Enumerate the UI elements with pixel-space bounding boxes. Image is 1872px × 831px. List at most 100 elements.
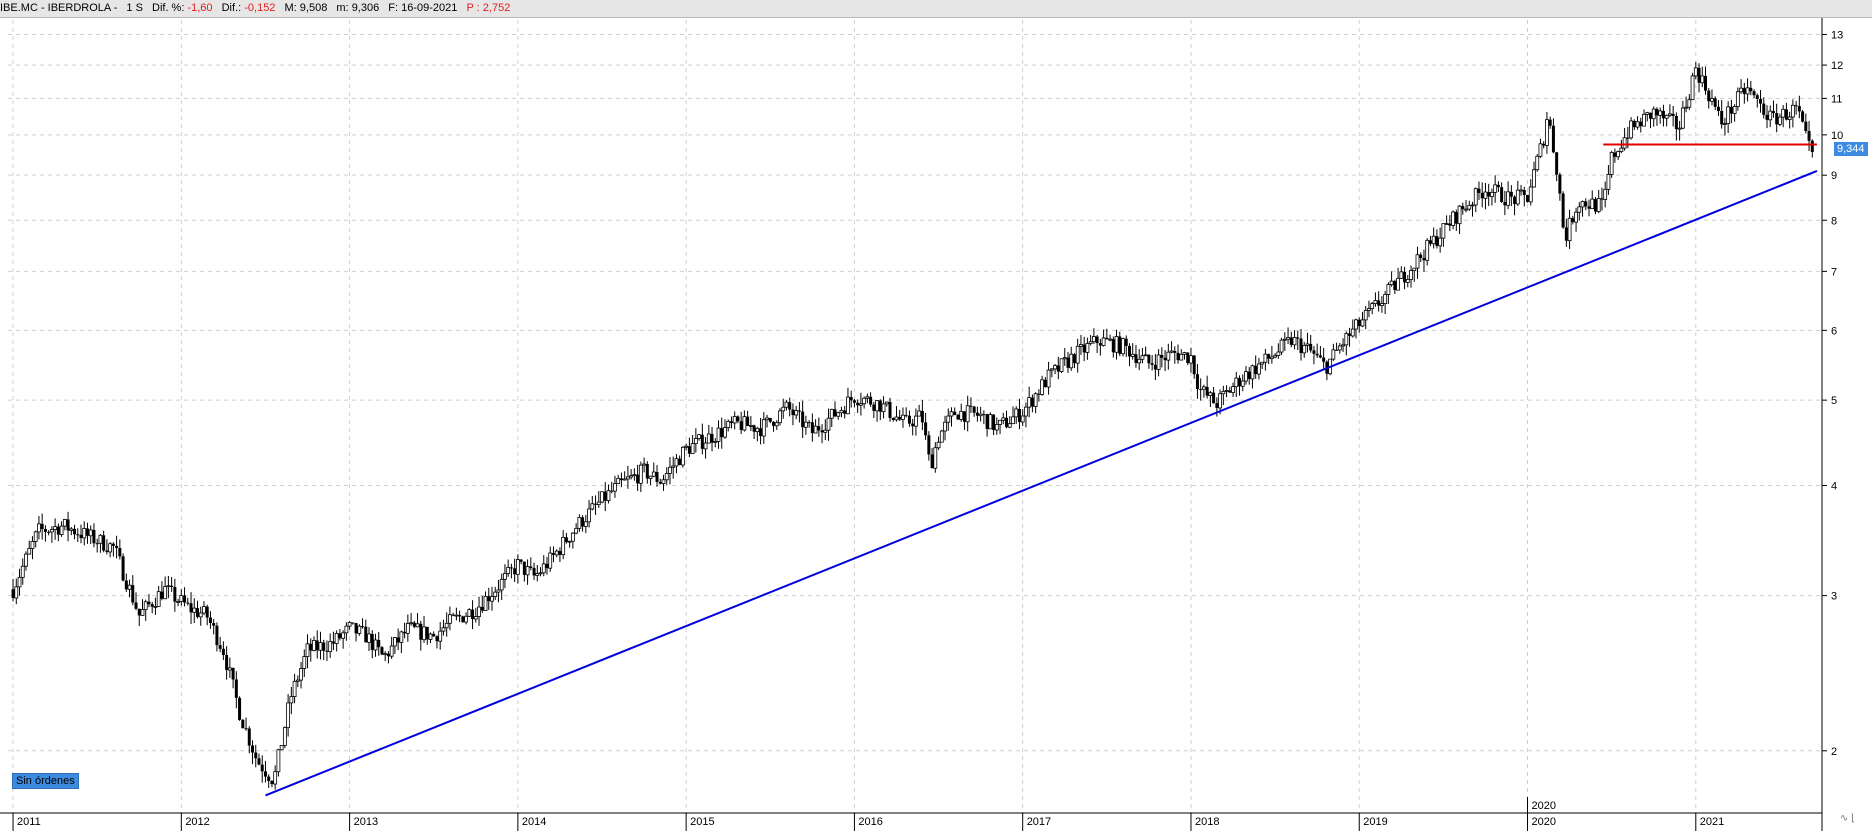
candle-down bbox=[927, 435, 931, 455]
candle-up bbox=[1467, 204, 1472, 210]
candle-down bbox=[1037, 393, 1041, 395]
candle-down bbox=[1509, 191, 1513, 197]
candle-down bbox=[619, 478, 623, 481]
candle-up bbox=[713, 441, 718, 444]
candle-up bbox=[1101, 337, 1106, 346]
candle-up bbox=[726, 420, 731, 428]
candle-down bbox=[891, 417, 895, 420]
candle-up bbox=[1425, 239, 1430, 261]
candle-up bbox=[1664, 114, 1669, 119]
grid-lines bbox=[8, 20, 1822, 813]
candle-up bbox=[884, 401, 889, 405]
candle-down bbox=[364, 626, 368, 643]
candle-down bbox=[186, 602, 190, 604]
candle-down bbox=[645, 463, 649, 479]
candle-up bbox=[1603, 188, 1608, 200]
candle-up bbox=[1370, 303, 1375, 309]
candle-down bbox=[1238, 378, 1242, 387]
candle-down bbox=[267, 776, 271, 782]
candle-down bbox=[801, 411, 805, 428]
candle-down bbox=[150, 604, 154, 607]
candle-up bbox=[541, 563, 546, 574]
y-tick-label: 10 bbox=[1831, 130, 1843, 142]
candle-up bbox=[587, 508, 591, 523]
drawn-lines[interactable] bbox=[265, 143, 1818, 797]
candle-up bbox=[98, 534, 103, 544]
orders-status[interactable]: Sin órdenes bbox=[12, 773, 79, 789]
candle-down bbox=[856, 402, 860, 406]
candle-up bbox=[994, 424, 999, 431]
candle-down bbox=[982, 414, 986, 416]
candle-down bbox=[1403, 271, 1407, 283]
candle-up bbox=[1046, 369, 1051, 388]
candle-up bbox=[858, 403, 863, 406]
candle-up bbox=[24, 553, 28, 567]
candle-down bbox=[95, 543, 99, 545]
candle-up bbox=[1567, 217, 1572, 242]
candle-down bbox=[73, 528, 77, 535]
candle-down bbox=[1593, 199, 1597, 212]
candle-up bbox=[1240, 380, 1245, 387]
x-tick-label: 2015 bbox=[690, 816, 714, 828]
candle-down bbox=[85, 528, 89, 536]
candle-up bbox=[1292, 337, 1297, 346]
candle-up bbox=[862, 397, 867, 405]
x-tick-label: 2011 bbox=[17, 816, 41, 828]
candle-up bbox=[1680, 107, 1685, 129]
candle-down bbox=[1807, 130, 1811, 141]
candle-down bbox=[1522, 189, 1526, 195]
candle-up bbox=[1305, 343, 1310, 346]
chart-corner-controls[interactable]: ∿ ⌊ bbox=[1840, 813, 1870, 829]
candle-up bbox=[33, 531, 38, 542]
candle-up bbox=[393, 637, 397, 647]
candle-down bbox=[1173, 350, 1177, 353]
candle-up bbox=[1444, 223, 1449, 226]
price-axis[interactable]: 2 3 4 5 6 7 8 9 10 11 12 13 bbox=[1821, 18, 1843, 831]
candle-up bbox=[1218, 393, 1222, 409]
candle-down bbox=[1228, 390, 1232, 393]
candle-up bbox=[1642, 113, 1646, 127]
candle-down bbox=[189, 603, 193, 613]
candle-up bbox=[166, 585, 171, 588]
dif-value: -0,152 bbox=[244, 2, 276, 14]
candle-up bbox=[1282, 338, 1287, 341]
trendline[interactable] bbox=[265, 170, 1818, 797]
candle-up bbox=[1441, 223, 1446, 239]
candle-down bbox=[772, 421, 776, 426]
candle-up bbox=[1726, 106, 1731, 124]
candle-down bbox=[1095, 336, 1099, 344]
candle-down bbox=[1775, 113, 1779, 125]
candle-down bbox=[147, 601, 151, 605]
candle-up bbox=[1745, 87, 1750, 95]
y-tick-label: 12 bbox=[1831, 60, 1843, 72]
candle-down bbox=[131, 585, 135, 603]
candle-up bbox=[1033, 393, 1038, 407]
candle-up bbox=[1302, 345, 1307, 354]
candle-down bbox=[1267, 354, 1271, 359]
candle-up bbox=[1438, 237, 1443, 247]
candle-up bbox=[344, 625, 349, 634]
x-tick-label: 2016 bbox=[858, 816, 882, 828]
candle-up bbox=[1651, 108, 1656, 120]
candle-down bbox=[56, 526, 60, 535]
candle-down bbox=[1072, 354, 1076, 364]
candle-up bbox=[1493, 184, 1498, 193]
candle-up bbox=[1490, 191, 1494, 197]
corner-icon[interactable]: ⌊ bbox=[1851, 813, 1856, 824]
candle-down bbox=[208, 617, 212, 623]
candle-up bbox=[538, 572, 543, 575]
candle-down bbox=[1762, 103, 1766, 115]
candle-up bbox=[422, 626, 426, 641]
candle-up bbox=[829, 408, 834, 419]
candle-up bbox=[917, 410, 922, 417]
time-axis[interactable]: 2011 2012 2013 2014 2015 2016 2017 2018 2019 2020… bbox=[0, 797, 1822, 831]
scale-toggle-icon[interactable]: ∿ bbox=[1840, 813, 1849, 824]
candle-up bbox=[1007, 423, 1012, 428]
candle-down bbox=[212, 622, 216, 626]
candle-up bbox=[1781, 108, 1786, 118]
candle-down bbox=[1043, 379, 1047, 388]
timeframe-label[interactable]: 1 S bbox=[126, 2, 143, 14]
candle-up bbox=[826, 417, 831, 431]
candle-up bbox=[648, 475, 653, 479]
